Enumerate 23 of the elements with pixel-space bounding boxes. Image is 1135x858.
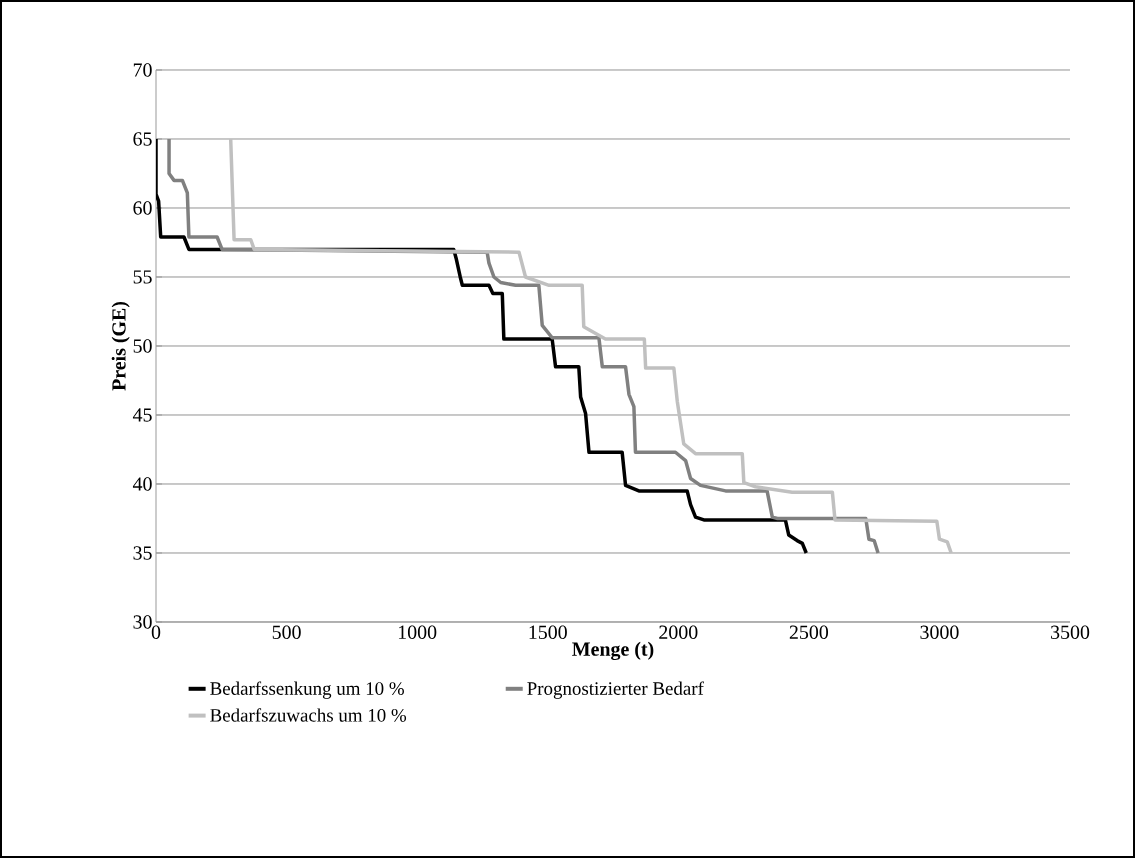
legend-label: Bedarfssenkung um 10 %	[210, 681, 404, 699]
y-tick-label: 60	[133, 201, 152, 215]
line-series	[228, 137, 953, 555]
y-tick-label: 65	[133, 132, 152, 146]
x-tick-label: 3500	[1051, 625, 1090, 639]
x-tick-label: 500	[272, 625, 301, 639]
y-tick-label: 30	[133, 615, 152, 629]
y-tick-label: 70	[133, 63, 152, 77]
y-axis-title: Preis (GE)	[111, 301, 130, 391]
x-tick-label: 0	[151, 625, 161, 639]
y-tick-label: 40	[132, 477, 152, 491]
legend-label: Bedarfszuwachs um 10 %	[210, 708, 407, 722]
x-tick-label: 1000	[398, 625, 437, 639]
legend-label: Prognostizierter Bedarf	[527, 681, 704, 699]
x-tick-label: 2500	[789, 625, 829, 639]
x-tick-label: 3000	[920, 625, 959, 639]
x-tick-label: 1500	[529, 625, 567, 639]
x-tick-label: 2000	[659, 625, 698, 639]
y-tick-label: 50	[133, 339, 152, 353]
y-tick-label: 45	[132, 408, 152, 422]
y-tick-label: 35	[133, 546, 152, 560]
y-tick-label: 55	[133, 270, 152, 284]
x-axis-title: Menge (t)	[572, 641, 654, 661]
